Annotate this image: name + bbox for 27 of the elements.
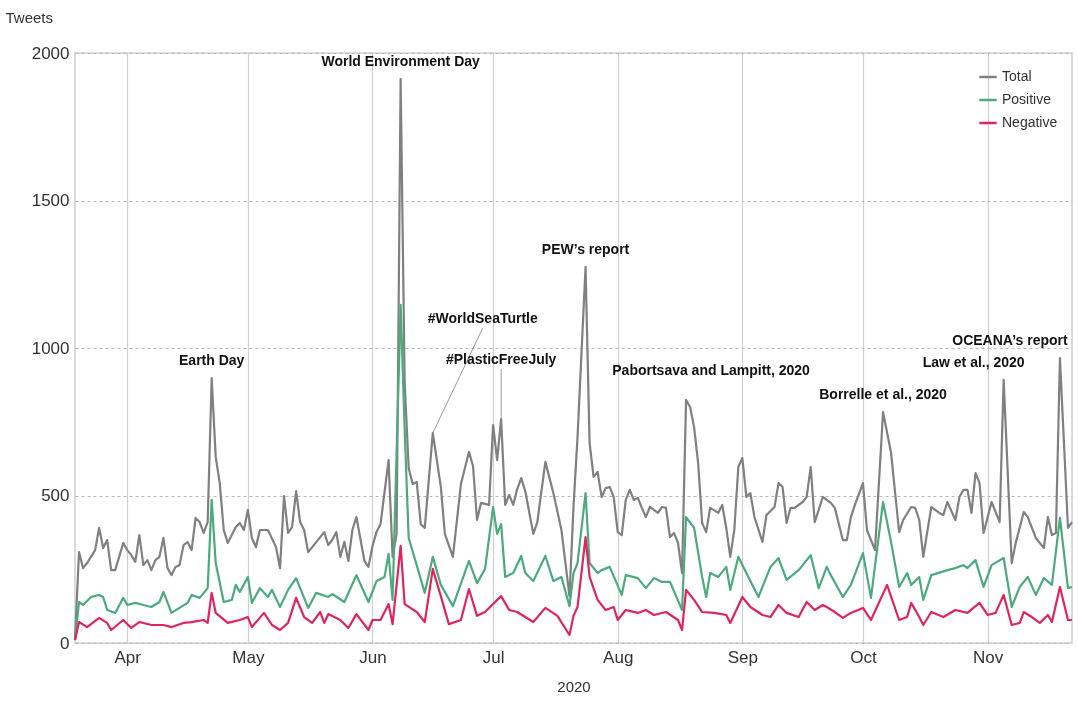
annotation: OCEANA’s report xyxy=(952,332,1068,349)
legend-label: Total xyxy=(1002,68,1032,84)
annotation: Pabortsava and Lampitt, 2020 xyxy=(612,361,811,378)
legend-label: Negative xyxy=(1002,114,1058,130)
y-tick-label: 1500 xyxy=(31,191,70,210)
x-tick-label: Aug xyxy=(603,647,634,667)
y-tick-label: 0 xyxy=(60,633,70,653)
x-tick-label: Oct xyxy=(850,647,877,667)
annotation: Earth Day xyxy=(179,352,245,369)
y-tick-label: 2000 xyxy=(31,43,70,63)
annotation: #PlasticFreeJuly xyxy=(445,351,557,368)
annotation: #WorldSeaTurtle xyxy=(427,309,538,326)
x-tick-label: Jun xyxy=(359,647,387,667)
annotation: Law et al., 2020 xyxy=(922,353,1025,370)
annotation: PEW’s report xyxy=(541,240,630,257)
x-tick-label: Sep xyxy=(727,647,758,667)
annotation: World Environment Day xyxy=(321,52,481,69)
x-tick-label: Apr xyxy=(114,647,142,667)
x-axis-title: 2020 xyxy=(557,677,591,695)
annotation: Borrelle et al., 2020 xyxy=(819,386,948,403)
x-tick-label: May xyxy=(232,647,265,667)
y-tick-label: 500 xyxy=(41,486,70,505)
legend-label: Positive xyxy=(1002,91,1052,107)
x-tick-label: Jul xyxy=(482,647,505,667)
y-tick-label: 1000 xyxy=(31,338,70,358)
y-axis-title: Tweets xyxy=(5,8,54,26)
x-tick-label: Nov xyxy=(972,647,1004,667)
